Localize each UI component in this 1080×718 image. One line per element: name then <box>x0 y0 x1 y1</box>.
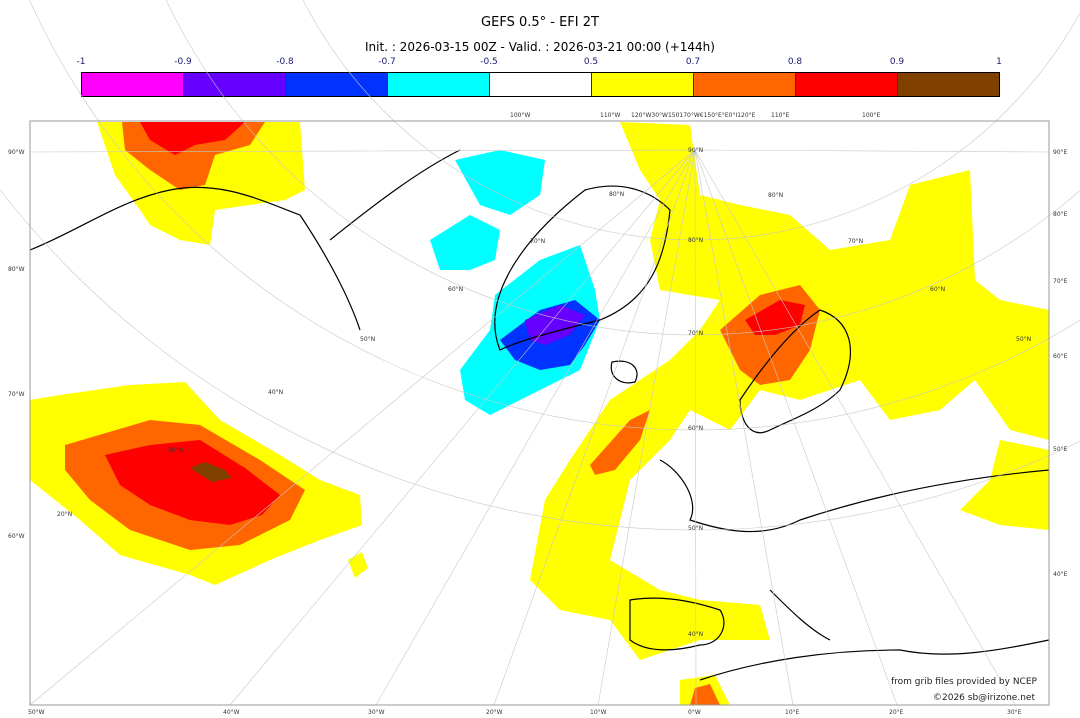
graticule-label: 70°N <box>848 238 863 245</box>
graticule-label: 90°W <box>8 149 25 156</box>
colorbar-segment <box>82 73 184 96</box>
graticule-label: 80°N <box>768 192 783 199</box>
colorbar-tick: 0.7 <box>685 57 701 67</box>
copyright: ©2026 sb@irizone.net <box>933 693 1035 703</box>
graticule-label: 70°N <box>688 330 703 337</box>
graticule-label: 110°E <box>771 112 789 119</box>
coastlines <box>29 149 1050 681</box>
graticule-label: 80°W <box>8 266 25 273</box>
anomaly-yellow <box>530 122 1049 660</box>
graticule-label: 50°N <box>360 336 375 343</box>
colorbar-segment <box>592 73 694 96</box>
graticule-label: 60°N <box>930 286 945 293</box>
graticule-label: 20°E <box>889 709 904 716</box>
graticule-label: 40°N <box>688 631 703 638</box>
graticule-label: 60°N <box>688 425 703 432</box>
graticule-label: 60°N <box>448 286 463 293</box>
graticule-label: 70°W <box>8 391 25 398</box>
graticule-label: 70°E <box>1053 278 1068 285</box>
map-frame <box>29 120 1050 706</box>
colorbar-tick: 1 <box>996 57 1002 67</box>
graticule-label: 100°W <box>510 112 530 119</box>
graticule-label: 80°N <box>688 237 703 244</box>
anomaly-yellow <box>960 440 1049 530</box>
efi-fields <box>30 122 1049 705</box>
graticule-label: 50°W <box>28 709 45 716</box>
graticule-label: 50°E <box>1053 446 1068 453</box>
anomaly-red <box>105 440 280 525</box>
colorbar-segment <box>490 73 592 96</box>
graticule-label: 40°W <box>223 709 240 716</box>
colorbar-tick: 0.9 <box>889 57 905 67</box>
anomaly-brown <box>190 462 232 482</box>
graticule-label: 50°N <box>1016 336 1031 343</box>
colorbar-segment <box>286 73 388 96</box>
colorbar-segment <box>184 73 286 96</box>
anomaly-red <box>745 300 805 335</box>
colorbar-segment <box>796 73 898 96</box>
colorbar-tick: -0.9 <box>174 57 192 67</box>
map-subtitle: Init. : 2026-03-15 00Z - Valid. : 2026-0… <box>365 40 715 54</box>
anomaly-red <box>140 122 245 155</box>
graticule-label: 100°E <box>862 112 880 119</box>
graticule-label: 60°E <box>1053 353 1068 360</box>
colorbar-tick: 0.5 <box>583 57 599 67</box>
graticule-label: 40°E <box>1053 571 1068 578</box>
graticule-label: 30°W <box>368 709 385 716</box>
colorbar-tick: -0.5 <box>480 57 498 67</box>
graticule-label: 10°E <box>785 709 800 716</box>
anomaly-cyan <box>430 215 500 270</box>
anomaly-yellow <box>348 552 368 578</box>
graticule-label: 50°N <box>688 525 703 532</box>
anomaly-orange <box>690 684 720 705</box>
graticule-label: 70°N <box>530 238 545 245</box>
colorbar-tick: -0.7 <box>378 57 396 67</box>
colorbar-segment <box>388 73 490 96</box>
colorbar-segment <box>898 73 999 96</box>
colorbar-tick: 0.8 <box>787 57 803 67</box>
graticule-label: 40°N <box>268 389 283 396</box>
graticule-label: 30°E <box>1007 709 1022 716</box>
anomaly-orange <box>590 410 650 475</box>
anomaly-cyan <box>455 150 545 215</box>
colorbar-tick: -1 <box>76 57 86 67</box>
graticule-label: 60°W <box>8 533 25 540</box>
graticule-label: 30°N <box>168 447 183 454</box>
graticule-label: 0°W <box>688 709 701 716</box>
graticule-label: 80°E <box>1053 211 1068 218</box>
graticule-label: 20°N <box>57 511 72 518</box>
graticule-label: 110°W <box>600 112 620 119</box>
graticule-label: 90°N <box>688 147 703 154</box>
graticule-label: 90°E <box>1053 149 1068 156</box>
graticule-label: 20°W <box>486 709 503 716</box>
graticule-label: 10°W <box>590 709 607 716</box>
graticule-label: 80°N <box>609 191 624 198</box>
colorbar <box>81 72 1000 97</box>
graticule-label: 120°W30°W150170°W€150°E°E0°I120°E <box>631 112 756 119</box>
source-credit: from grib files provided by NCEP <box>891 677 1037 687</box>
map-title: GEFS 0.5° - EFI 2T <box>481 15 599 30</box>
colorbar-tick: -0.8 <box>276 57 294 67</box>
colorbar-segment <box>694 73 796 96</box>
